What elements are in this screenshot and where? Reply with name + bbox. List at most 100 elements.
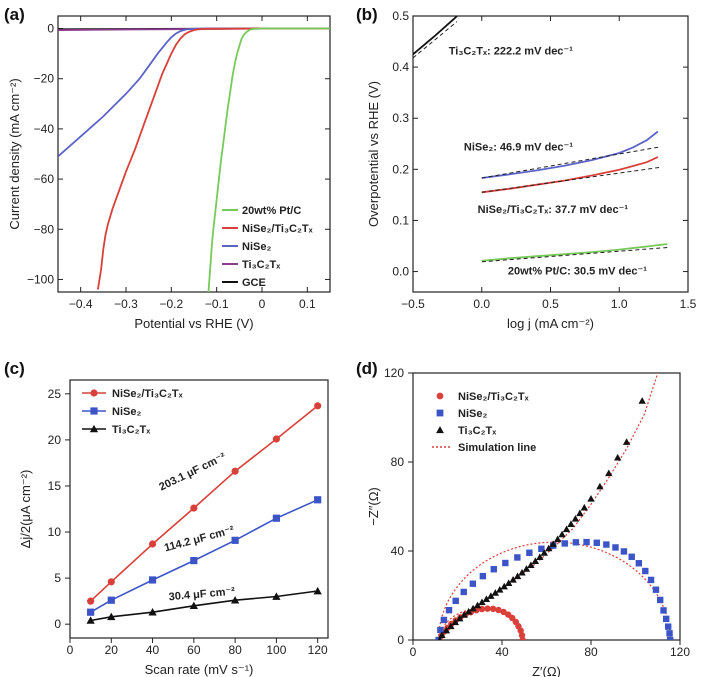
capacitance-label: 30.4 μF cm⁻² xyxy=(168,586,235,604)
x-tick-label: 20 xyxy=(105,643,119,657)
series-line xyxy=(97,27,330,290)
y-tick-label: 20 xyxy=(48,433,62,447)
data-point xyxy=(460,588,467,596)
data-point xyxy=(558,530,566,538)
data-point xyxy=(107,578,115,586)
x-tick-label: −0.4 xyxy=(69,297,93,311)
y-tick-label: −80 xyxy=(34,222,55,236)
data-point xyxy=(614,453,622,461)
y-tick-label: 5 xyxy=(54,571,61,585)
data-point xyxy=(612,544,619,551)
data-point xyxy=(638,397,646,404)
data-point xyxy=(647,576,655,584)
y-tick-label: 0.4 xyxy=(392,60,409,74)
x-tick-label: −0.5 xyxy=(401,297,425,311)
data-point xyxy=(652,586,660,593)
data-point xyxy=(148,540,157,548)
legend-label: Ti₃C₂Tₓ xyxy=(112,424,151,436)
x-tick-label: 0 xyxy=(67,643,74,657)
tafel-slope-label: Ti₃C₂Tₓ: 222.2 mV dec⁻¹ xyxy=(449,45,573,57)
data-point xyxy=(522,565,531,572)
x-tick-label: −0.1 xyxy=(205,297,229,311)
data-point xyxy=(500,582,508,590)
legend-label: NiSe₂/Ti₃C₂Tₓ xyxy=(112,388,184,400)
data-point xyxy=(487,592,495,599)
panel-c: 0 20 40 60 80 100 120 0 5 10 15 20 25 Scan rate (mV s… xyxy=(4,359,329,677)
legend-label: 20wt% Pt/C xyxy=(242,205,301,217)
data-point xyxy=(87,597,95,605)
data-point xyxy=(666,630,673,637)
y-tick-label: −60 xyxy=(34,172,55,186)
data-point xyxy=(562,525,571,533)
data-point xyxy=(484,605,491,612)
y-tick-label: −100 xyxy=(27,272,54,286)
data-point xyxy=(502,559,509,567)
y-tick-label: 0.3 xyxy=(392,111,409,125)
panel-b: −0.5 0.0 0.5 1.0 1.5 0.0 0.1 0.2 0.3 0.4 0.5 log j … xyxy=(356,5,697,331)
x-tick-label: 40 xyxy=(495,645,509,659)
data-point xyxy=(561,540,568,547)
y-tick-label: 0.5 xyxy=(392,9,409,23)
series-line xyxy=(481,130,659,179)
series-group xyxy=(413,16,668,263)
data-point xyxy=(580,503,589,511)
tafel-slope-label: 20wt% Pt/C: 30.5 mV dec⁻¹ xyxy=(508,266,647,278)
data-point xyxy=(87,608,95,616)
legend-label: Ti₃C₂Tₓ xyxy=(242,259,281,271)
data-point xyxy=(272,514,280,522)
data-point xyxy=(587,495,595,502)
legend-marker xyxy=(90,407,98,415)
data-point xyxy=(447,622,455,630)
legend-label: NiSe₂ xyxy=(458,408,487,420)
legend-label: NiSe₂/Ti₃C₂Tₓ xyxy=(458,391,530,403)
x-tick-label: 60 xyxy=(187,643,201,657)
data-point xyxy=(495,606,502,614)
plot-frame xyxy=(69,379,329,639)
y-tick-label: −20 xyxy=(34,72,55,86)
data-point xyxy=(527,561,535,568)
data-point xyxy=(313,586,322,595)
series-group xyxy=(87,402,322,605)
data-point xyxy=(479,572,487,580)
y-tick-label: 0 xyxy=(47,22,54,36)
legend-label: NiSe₂/Ti₃C₂Tₓ xyxy=(242,223,314,235)
x-tick-label: 100 xyxy=(266,643,286,657)
x-tick-label: −0.2 xyxy=(159,297,183,311)
simulation-line xyxy=(438,541,671,640)
y-tick-label: 10 xyxy=(48,525,62,539)
data-point xyxy=(513,572,522,580)
y-tick-label: 40 xyxy=(391,544,405,558)
legend-label: Ti₃C₂Tₓ xyxy=(458,425,497,437)
series-line xyxy=(413,16,458,55)
data-point xyxy=(576,509,584,517)
data-point xyxy=(107,612,116,621)
data-point xyxy=(272,435,280,443)
tafel-slope-label: NiSe₂: 46.9 mV dec⁻¹ xyxy=(464,141,573,153)
series-group xyxy=(86,586,322,624)
data-point xyxy=(482,595,491,603)
data-point xyxy=(667,636,674,640)
data-point xyxy=(603,541,610,548)
x-tick-label: 40 xyxy=(146,643,160,657)
data-point xyxy=(593,539,600,546)
y-tick-label: 0 xyxy=(54,617,61,631)
data-point xyxy=(622,438,631,445)
x-tick-label: 80 xyxy=(228,643,242,657)
x-tick-label: 0.0 xyxy=(473,297,490,311)
plot-frame xyxy=(57,15,331,293)
y-tick-label: 0.1 xyxy=(392,213,409,227)
data-point xyxy=(445,606,453,614)
series-line xyxy=(58,27,330,158)
legend-label: NiSe₂ xyxy=(242,241,271,253)
data-point xyxy=(440,616,448,624)
legend-label: GCE xyxy=(242,277,266,289)
data-point xyxy=(148,576,157,584)
data-point xyxy=(189,601,198,610)
legend-marker xyxy=(89,424,99,433)
legend-marker xyxy=(436,409,444,417)
y-tick-label: 0.2 xyxy=(392,162,409,176)
data-point xyxy=(473,601,482,609)
x-tick-label: 0.5 xyxy=(542,297,559,311)
data-point xyxy=(572,539,580,546)
